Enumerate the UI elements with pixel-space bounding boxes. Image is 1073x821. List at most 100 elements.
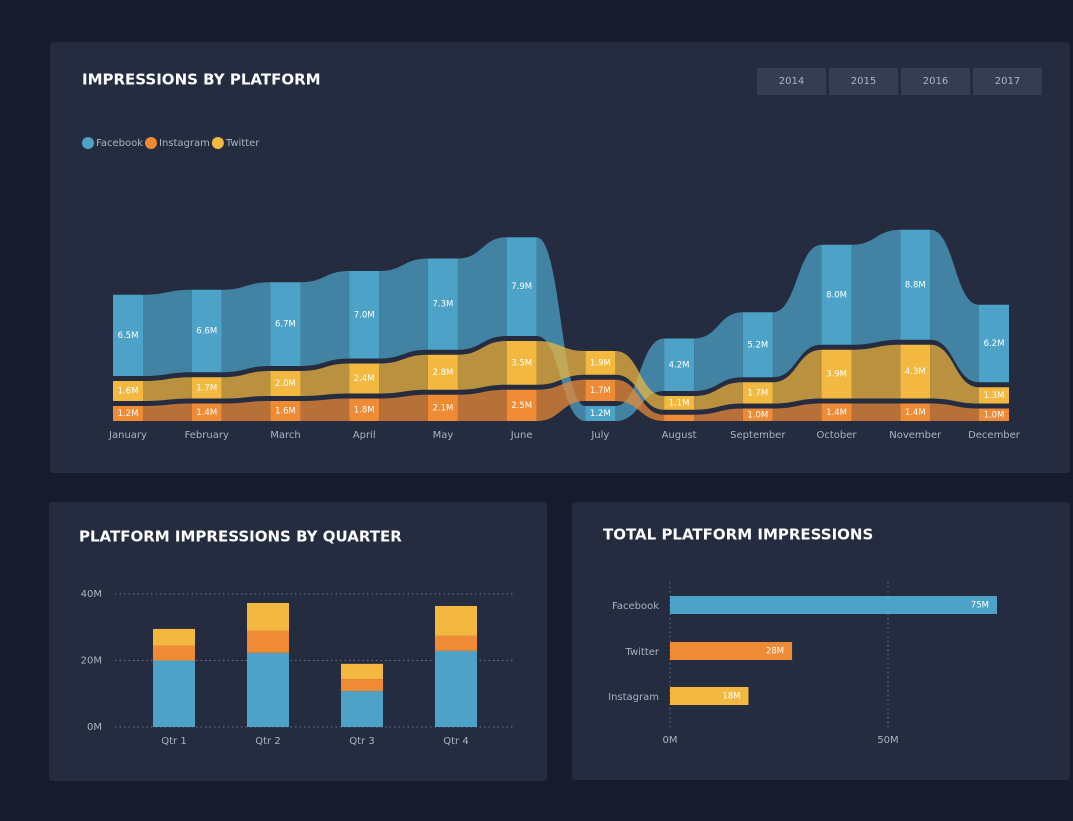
ribbon (379, 354, 428, 394)
x-tick-label: June (510, 430, 533, 441)
ribbon (379, 394, 428, 421)
data-label: 1.9M (590, 358, 611, 368)
bar (585, 406, 616, 421)
bar-segment (247, 602, 289, 631)
bar (506, 389, 537, 421)
ribbon (536, 341, 586, 385)
bar (113, 294, 143, 376)
ribbon (851, 403, 901, 421)
ribbon (772, 403, 822, 421)
bar (585, 379, 616, 401)
ribbon (457, 237, 507, 350)
ribbon (536, 237, 586, 421)
bar (270, 401, 301, 421)
y-tick-label: 40M (81, 589, 102, 600)
ribbon (143, 289, 192, 376)
year-tab-label[interactable]: 2017 (995, 76, 1020, 87)
year-tab-label[interactable]: 2016 (923, 76, 948, 87)
x-tick-label: September (730, 430, 786, 441)
bar (427, 394, 458, 421)
bar (191, 403, 222, 421)
bar (821, 244, 852, 345)
bar (270, 371, 301, 396)
x-tick-label: Qtr 3 (349, 736, 374, 747)
ribbon (300, 398, 350, 421)
bar-segment (153, 660, 195, 727)
ribbon (143, 377, 192, 401)
ribbon (221, 401, 271, 421)
data-label: 2.5M (511, 401, 532, 411)
ribbon (694, 382, 743, 410)
bar (270, 282, 301, 366)
y-tick-label: 0M (87, 722, 102, 733)
bar (664, 414, 695, 421)
year-tab[interactable] (973, 68, 1042, 95)
data-label: 1.4M (905, 408, 926, 418)
data-label: 1.2M (118, 409, 139, 419)
ribbon (615, 379, 665, 421)
bar (191, 289, 222, 373)
ribbon (457, 389, 507, 421)
data-label: 28M (766, 647, 784, 657)
data-label: 2.1M (432, 403, 453, 413)
data-label: 1.6M (118, 387, 139, 397)
data-label: 7.3M (432, 300, 453, 310)
chart-title: IMPRESSIONS BY PLATFORM (82, 71, 321, 89)
data-label: 6.2M (984, 339, 1005, 349)
bar-segment (341, 679, 383, 692)
bar-segment (435, 650, 477, 727)
legend-swatch (145, 137, 157, 149)
bar (979, 387, 1009, 404)
year-tab[interactable] (757, 68, 826, 95)
data-label: 2.0M (275, 379, 296, 389)
x-tick-label: July (590, 430, 609, 441)
bar-segment (247, 630, 289, 653)
bar (900, 229, 931, 340)
bar (113, 406, 143, 421)
bar (113, 381, 143, 401)
bar-segment (153, 645, 195, 661)
bar-segment (435, 635, 477, 651)
data-label: 1.3M (984, 391, 1005, 401)
data-label: 8.0M (826, 290, 847, 300)
data-label: 2.8M (432, 368, 453, 378)
data-label: 7.0M (354, 310, 375, 320)
bar (506, 237, 537, 336)
year-tab[interactable] (901, 68, 970, 95)
ribbon (300, 271, 350, 366)
x-tick-label: March (270, 430, 300, 441)
year-tab[interactable] (829, 68, 898, 95)
data-label: 2.4M (354, 374, 375, 384)
data-label: 75M (971, 601, 989, 611)
legend-label: Twitter (225, 138, 260, 149)
ribbon (772, 349, 822, 404)
bar (427, 258, 458, 350)
bar (670, 642, 793, 660)
legend-label: Facebook (96, 138, 143, 149)
data-label: 18M (722, 692, 740, 702)
data-label: 1.7M (590, 386, 611, 396)
year-tab-label[interactable]: 2014 (779, 76, 804, 87)
ribbon (851, 344, 901, 399)
ribbon (221, 282, 271, 373)
bar (821, 349, 852, 399)
data-label: 1.8M (354, 405, 375, 415)
bar (742, 312, 773, 378)
ribbon (143, 403, 192, 421)
x-tick-label: November (889, 430, 942, 441)
data-label: 7.9M (511, 282, 532, 292)
year-tab-label[interactable]: 2015 (851, 76, 876, 87)
bar (979, 304, 1009, 383)
data-label: 6.6M (196, 327, 217, 337)
data-label: 1.7M (196, 383, 217, 393)
x-tick-label: February (185, 430, 229, 441)
data-label: 1.0M (747, 410, 768, 420)
ribbon (457, 341, 507, 390)
bar (664, 338, 695, 391)
data-label: 1.2M (590, 409, 611, 419)
x-tick-label: Qtr 4 (443, 736, 468, 747)
x-tick-label: December (968, 430, 1021, 441)
legend-label: Instagram (159, 138, 210, 149)
ribbon (930, 229, 979, 383)
